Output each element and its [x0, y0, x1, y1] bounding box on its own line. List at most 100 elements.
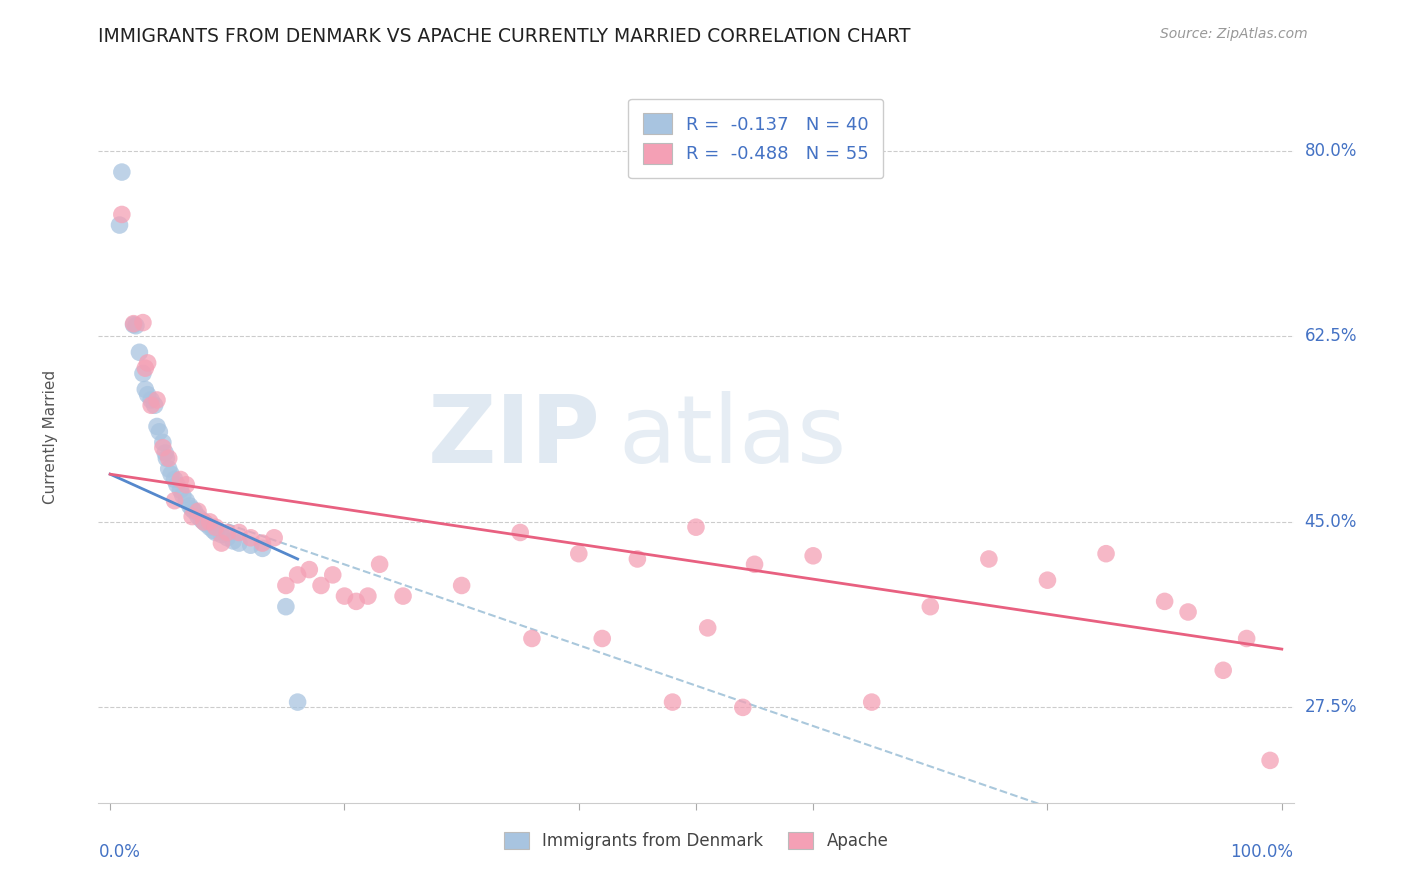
Point: [136, 356, 159, 370]
Point: [204, 525, 226, 540]
Point: [239, 531, 262, 545]
Point: [222, 533, 245, 548]
Point: [211, 536, 233, 550]
Point: [108, 218, 131, 232]
Point: [193, 515, 215, 529]
Point: [344, 594, 367, 608]
Point: [298, 563, 321, 577]
Point: [134, 361, 156, 376]
Point: [217, 531, 239, 545]
Point: [157, 462, 180, 476]
Point: [801, 549, 824, 563]
Point: [322, 567, 344, 582]
Point: [134, 383, 156, 397]
Point: [132, 367, 155, 381]
Point: [111, 165, 134, 179]
Point: [685, 520, 707, 534]
Point: [309, 578, 332, 592]
Text: 80.0%: 80.0%: [1305, 142, 1357, 160]
Point: [125, 318, 148, 333]
Point: [190, 513, 212, 527]
Point: [204, 520, 226, 534]
Point: [174, 493, 197, 508]
Text: 27.5%: 27.5%: [1305, 698, 1357, 716]
Point: [228, 536, 250, 550]
Legend: Immigrants from Denmark, Apache: Immigrants from Denmark, Apache: [496, 825, 896, 856]
Point: [1036, 573, 1059, 587]
Point: [169, 473, 191, 487]
Point: [228, 525, 250, 540]
Text: atlas: atlas: [619, 391, 846, 483]
Point: [1095, 547, 1118, 561]
Point: [146, 392, 169, 407]
Point: [174, 477, 197, 491]
Point: [217, 525, 239, 540]
Point: [195, 516, 218, 531]
Point: [122, 318, 145, 332]
Text: 0.0%: 0.0%: [98, 843, 141, 861]
Point: [661, 695, 683, 709]
Point: [187, 504, 209, 518]
Point: [122, 317, 145, 331]
Point: [1258, 753, 1281, 767]
Point: [274, 578, 297, 592]
Point: [132, 316, 155, 330]
Point: [157, 451, 180, 466]
Point: [239, 538, 262, 552]
Point: [136, 387, 159, 401]
Point: [193, 515, 215, 529]
Point: [520, 632, 543, 646]
Point: [450, 578, 472, 592]
Point: [202, 524, 225, 538]
Point: [181, 509, 204, 524]
Point: [1177, 605, 1199, 619]
Point: [169, 483, 191, 497]
Point: [1236, 632, 1258, 646]
Point: [152, 441, 174, 455]
Point: [626, 552, 648, 566]
Point: [198, 515, 221, 529]
Point: [252, 541, 274, 556]
Point: [591, 632, 613, 646]
Point: [392, 589, 415, 603]
Point: [146, 419, 169, 434]
Point: [860, 695, 883, 709]
Point: [152, 435, 174, 450]
Point: [1212, 663, 1234, 677]
Point: [509, 525, 531, 540]
Point: [179, 499, 201, 513]
Point: [568, 547, 591, 561]
Point: [977, 552, 1000, 566]
Point: [128, 345, 150, 359]
Point: [166, 477, 188, 491]
Text: 62.5%: 62.5%: [1305, 327, 1357, 345]
Text: Source: ZipAtlas.com: Source: ZipAtlas.com: [1160, 27, 1308, 41]
Text: 100.0%: 100.0%: [1230, 843, 1294, 861]
Point: [263, 531, 285, 545]
Point: [696, 621, 718, 635]
Point: [141, 398, 163, 412]
Point: [163, 493, 186, 508]
Point: [368, 558, 391, 572]
Point: [172, 488, 194, 502]
Point: [920, 599, 942, 614]
Point: [287, 567, 309, 582]
Point: [155, 446, 177, 460]
Point: [731, 700, 754, 714]
Point: [160, 467, 183, 482]
Text: ZIP: ZIP: [427, 391, 600, 483]
Point: [357, 589, 380, 603]
Point: [148, 425, 170, 439]
Point: [333, 589, 356, 603]
Point: [211, 527, 233, 541]
Point: [163, 473, 186, 487]
Point: [183, 504, 205, 518]
Point: [744, 558, 766, 572]
Text: 45.0%: 45.0%: [1305, 513, 1357, 531]
Point: [111, 207, 134, 221]
Text: Currently Married: Currently Married: [44, 370, 58, 504]
Point: [181, 502, 204, 516]
Point: [198, 520, 221, 534]
Point: [274, 599, 297, 614]
Point: [187, 509, 209, 524]
